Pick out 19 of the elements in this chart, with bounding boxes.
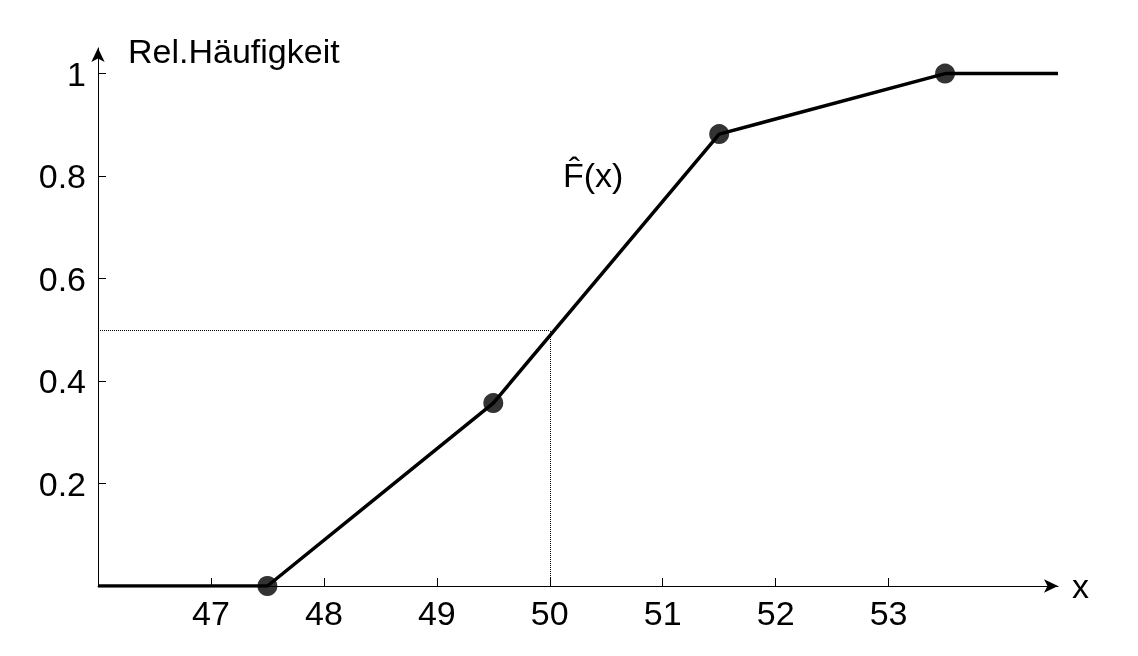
x-axis-title: x	[1072, 567, 1089, 605]
x-tick-label: 51	[643, 594, 682, 632]
x-tick-label: 47	[192, 594, 230, 632]
point	[935, 63, 956, 84]
point	[483, 393, 504, 414]
x-tick-label: 52	[756, 594, 795, 632]
x-tick-label: 50	[530, 594, 569, 632]
y-tick-label: 0.2	[38, 464, 86, 503]
y-axis-title: Rel.Häufigkeit	[128, 32, 341, 70]
y-tick-label: 0.8	[38, 157, 86, 196]
x-tick-label: 53	[869, 594, 908, 632]
x-tick-label: 48	[304, 594, 343, 632]
x-tick-label: 49	[417, 594, 456, 632]
y-tick-label: 1	[67, 54, 86, 93]
point	[257, 576, 278, 596]
y-tick-label: 0.4	[38, 362, 86, 401]
point	[709, 124, 730, 145]
y-tick-label: 0.6	[38, 259, 86, 298]
annotation: F̂(x)	[563, 156, 624, 194]
